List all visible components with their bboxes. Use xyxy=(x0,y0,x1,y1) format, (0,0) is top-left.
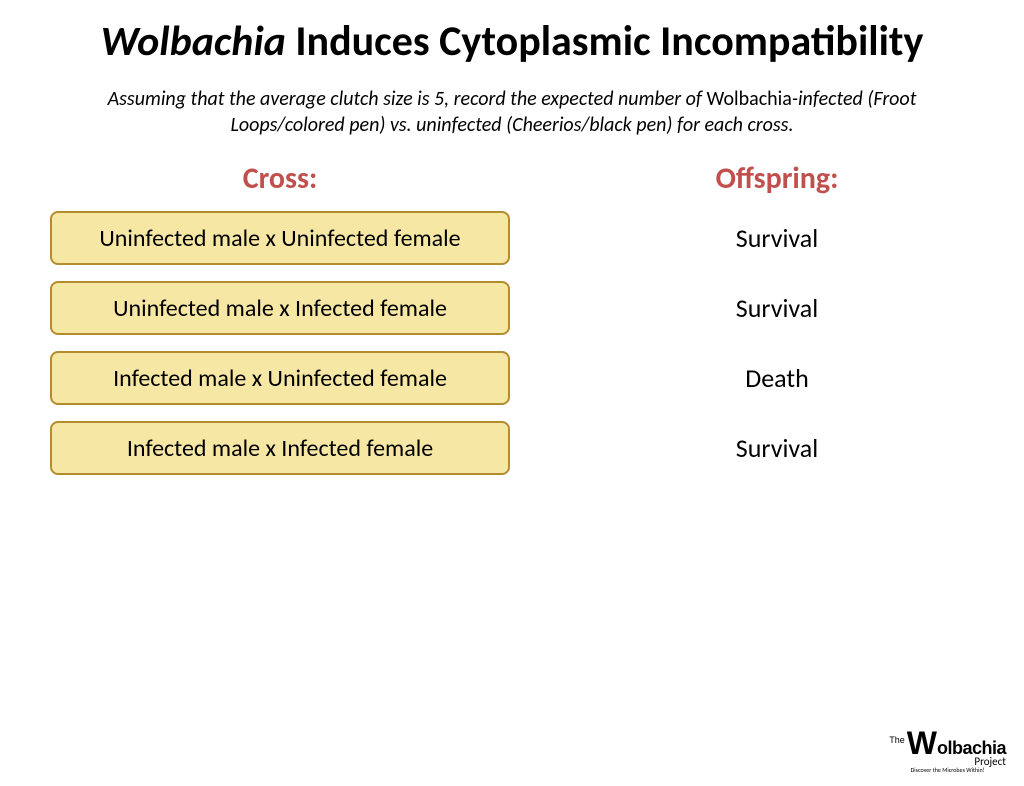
subtitle-normal-word: Wolbachia xyxy=(707,87,792,111)
title-rest: Induces Cytoplasmic Incompatibility xyxy=(286,16,924,67)
offspring-text: Survival xyxy=(570,222,984,254)
title-italic: Wolbachia xyxy=(101,16,286,67)
page-title: Wolbachia Induces Cytoplasmic Incompatib… xyxy=(0,18,1024,66)
cross-box: Uninfected male x Infected female xyxy=(50,281,510,335)
logo-tagline: Discover the Microbes Within! xyxy=(911,766,985,774)
offspring-text: Survival xyxy=(570,292,984,324)
column-headers: Cross: Offspring: xyxy=(0,160,1024,197)
table-row: Infected male x Uninfected female Death xyxy=(40,351,984,405)
subtitle: Assuming that the average clutch size is… xyxy=(0,86,1024,138)
subtitle-part1: Assuming that the average clutch size is… xyxy=(108,87,707,111)
offspring-text: Death xyxy=(570,362,984,394)
offspring-text: Survival xyxy=(570,432,984,464)
table-row: Infected male x Infected female Survival xyxy=(40,421,984,475)
table-row: Uninfected male x Uninfected female Surv… xyxy=(40,211,984,265)
cross-box: Infected male x Uninfected female xyxy=(50,351,510,405)
logo-w: W xyxy=(907,731,937,757)
rows-container: Uninfected male x Uninfected female Surv… xyxy=(0,211,1024,475)
cross-box: Uninfected male x Uninfected female xyxy=(50,211,510,265)
header-offspring: Offspring: xyxy=(570,160,984,197)
table-row: Uninfected male x Infected female Surviv… xyxy=(40,281,984,335)
logo-the: The xyxy=(889,735,905,745)
header-cross: Cross: xyxy=(50,160,510,197)
cross-box: Infected male x Infected female xyxy=(50,421,510,475)
